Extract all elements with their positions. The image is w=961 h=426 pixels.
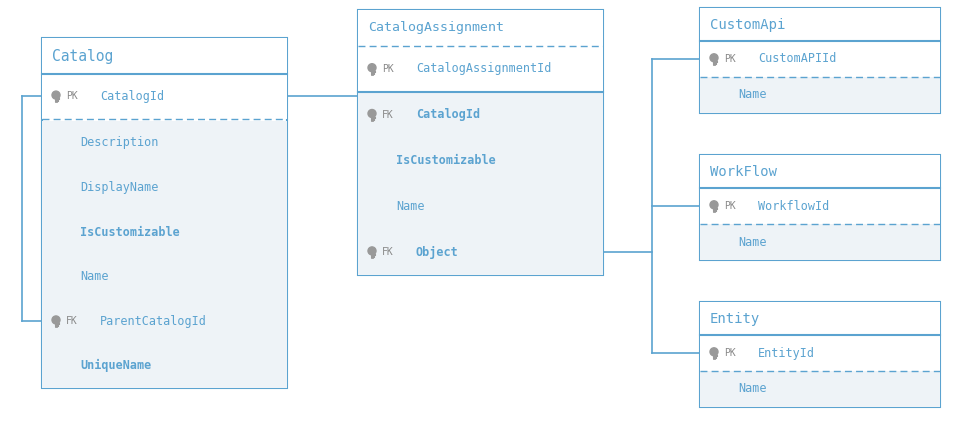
Text: Name: Name (396, 200, 425, 213)
Text: PK: PK (66, 91, 78, 101)
Text: PK: PK (724, 348, 736, 358)
FancyBboxPatch shape (42, 343, 287, 388)
Text: Catalog: Catalog (52, 49, 113, 63)
Text: CatalogId: CatalogId (416, 108, 480, 121)
FancyBboxPatch shape (700, 302, 940, 335)
FancyBboxPatch shape (700, 8, 940, 113)
Circle shape (52, 316, 60, 324)
FancyBboxPatch shape (700, 371, 940, 407)
Text: Name: Name (738, 383, 767, 395)
FancyBboxPatch shape (700, 41, 940, 77)
Circle shape (710, 348, 718, 356)
FancyBboxPatch shape (700, 155, 940, 260)
Circle shape (710, 201, 718, 209)
Circle shape (368, 247, 376, 255)
Text: Name: Name (738, 89, 767, 101)
FancyBboxPatch shape (700, 224, 940, 260)
FancyBboxPatch shape (42, 38, 287, 388)
FancyBboxPatch shape (42, 74, 287, 118)
FancyBboxPatch shape (700, 302, 940, 407)
Text: PK: PK (724, 201, 736, 211)
FancyBboxPatch shape (700, 8, 940, 41)
Circle shape (710, 54, 718, 62)
Circle shape (52, 91, 60, 99)
FancyBboxPatch shape (700, 77, 940, 113)
Text: Object: Object (416, 246, 458, 259)
FancyBboxPatch shape (358, 138, 603, 184)
FancyBboxPatch shape (42, 165, 287, 210)
Text: CatalogAssignment: CatalogAssignment (368, 21, 504, 35)
FancyBboxPatch shape (358, 92, 603, 138)
Text: IsCustomizable: IsCustomizable (80, 225, 180, 239)
Text: CustomApi: CustomApi (710, 17, 785, 32)
Text: PK: PK (724, 54, 736, 64)
Text: EntityId: EntityId (758, 346, 815, 360)
FancyBboxPatch shape (358, 10, 603, 46)
FancyBboxPatch shape (358, 46, 603, 92)
FancyBboxPatch shape (358, 229, 603, 275)
FancyBboxPatch shape (700, 188, 940, 224)
Text: Entity: Entity (710, 311, 760, 325)
Text: Name: Name (80, 270, 109, 283)
FancyBboxPatch shape (700, 155, 940, 188)
Text: UniqueName: UniqueName (80, 359, 151, 372)
Text: Description: Description (80, 136, 159, 150)
FancyBboxPatch shape (358, 184, 603, 229)
Text: CatalogId: CatalogId (100, 90, 164, 103)
Text: CatalogAssignmentId: CatalogAssignmentId (416, 62, 552, 75)
Text: WorkFlow: WorkFlow (710, 164, 777, 178)
FancyBboxPatch shape (42, 210, 287, 254)
Text: PK: PK (382, 64, 394, 74)
Text: CustomAPIId: CustomAPIId (758, 52, 836, 66)
Text: FK: FK (382, 247, 394, 257)
Text: ParentCatalogId: ParentCatalogId (100, 315, 207, 328)
FancyBboxPatch shape (358, 10, 603, 275)
Text: WorkflowId: WorkflowId (758, 199, 829, 213)
FancyBboxPatch shape (42, 121, 287, 165)
Text: IsCustomizable: IsCustomizable (396, 154, 496, 167)
Text: DisplayName: DisplayName (80, 181, 159, 194)
Text: FK: FK (382, 110, 394, 120)
Text: FK: FK (66, 316, 78, 326)
FancyBboxPatch shape (42, 254, 287, 299)
FancyBboxPatch shape (42, 38, 287, 74)
Text: Name: Name (738, 236, 767, 248)
FancyBboxPatch shape (700, 335, 940, 371)
Circle shape (368, 64, 376, 72)
Circle shape (368, 109, 376, 118)
FancyBboxPatch shape (42, 299, 287, 343)
